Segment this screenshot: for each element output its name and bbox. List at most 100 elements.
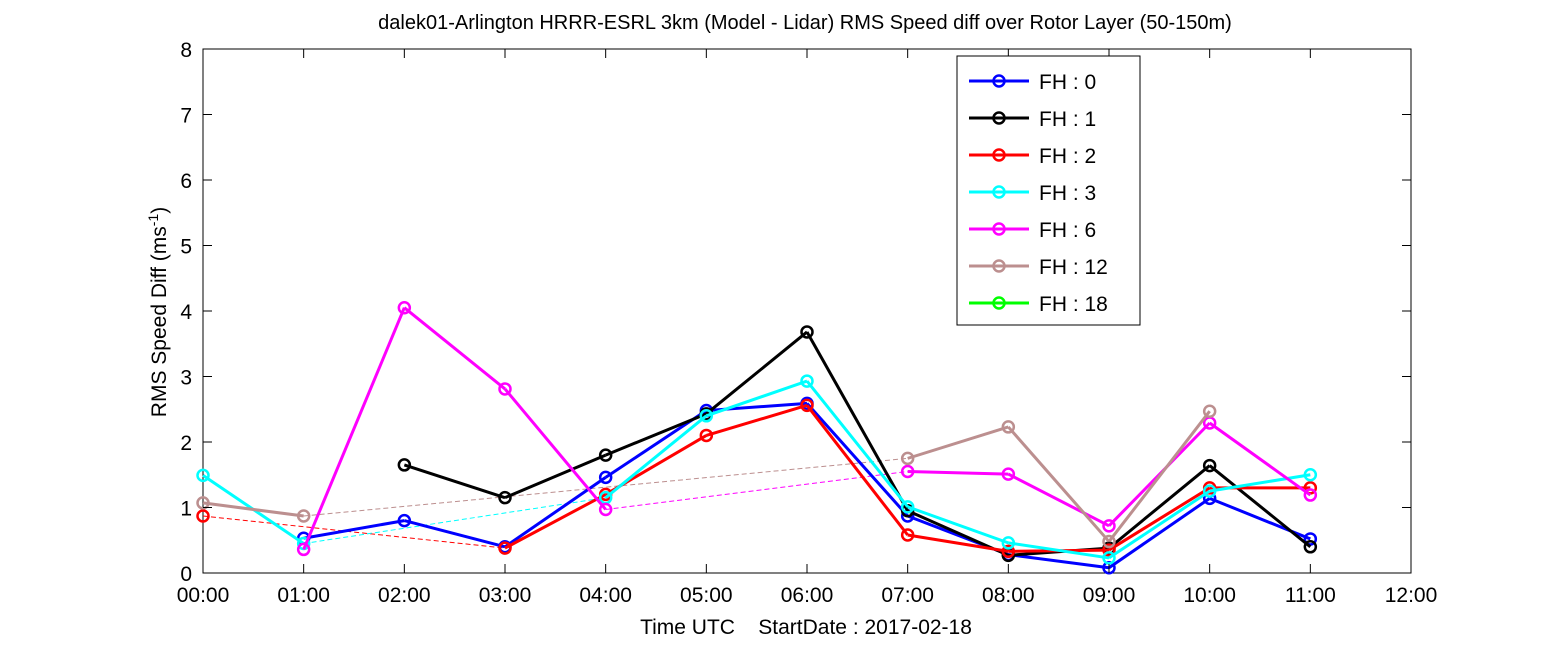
series-segment (1209, 473, 1311, 493)
series-1 (397, 325, 1318, 563)
y-tick-label: 1 (180, 498, 192, 521)
gap-connector (303, 497, 606, 545)
data-point (900, 464, 915, 479)
gap-connector (605, 470, 908, 510)
y-axis-label-close: ) (148, 207, 171, 214)
x-tick-label: 03:00 (479, 584, 532, 607)
series-segment (403, 306, 506, 391)
series-segment (403, 519, 506, 549)
data-point (1001, 420, 1016, 434)
x-tick-label: 06:00 (781, 584, 834, 607)
series-segment (907, 469, 1009, 476)
legend-box (956, 55, 1141, 326)
data-point (1303, 488, 1318, 502)
data-point (800, 374, 814, 388)
gap-connectors (202, 457, 908, 549)
data-point (196, 468, 210, 483)
series-segment (503, 387, 607, 511)
series-segment (1108, 489, 1211, 560)
series-segment (705, 403, 808, 437)
data-point (498, 490, 512, 505)
legend-swatch-marker (992, 74, 1006, 88)
series-segment (1108, 486, 1211, 552)
legend-label: FH : 18 (1039, 293, 1108, 316)
series-segment (705, 330, 808, 415)
y-tick-label: 6 (180, 170, 192, 193)
y-tick-label: 8 (180, 39, 192, 62)
data-point (1202, 458, 1217, 473)
series-segment (805, 380, 909, 508)
data-point (1303, 540, 1318, 554)
series-segment (202, 501, 304, 518)
series-segment (605, 412, 707, 457)
series-segment (403, 463, 506, 500)
x-tick-label: 08:00 (982, 584, 1035, 607)
data-point (1303, 468, 1318, 482)
data-point (1202, 404, 1217, 418)
x-tick-label: 05:00 (680, 584, 733, 607)
legend-swatch-marker (992, 111, 1006, 125)
series-segment (1007, 425, 1111, 543)
legend-label: FH : 6 (1039, 219, 1096, 242)
data-point (1102, 519, 1116, 533)
y-tick-label: 0 (180, 563, 192, 586)
x-tick-label: 02:00 (378, 584, 431, 607)
x-tick-label: 07:00 (881, 584, 934, 607)
series-segment (1208, 464, 1312, 548)
data-point (498, 382, 512, 396)
data-point (296, 509, 311, 523)
y-tick-label: 4 (180, 301, 192, 324)
legend-label: FH : 0 (1039, 71, 1096, 94)
data-point (196, 496, 210, 510)
data-point (1303, 532, 1318, 546)
x-tick-label: 09:00 (1083, 584, 1136, 607)
series-segment (303, 519, 405, 540)
series-4 (296, 300, 1318, 557)
series-segment (1108, 464, 1211, 550)
data-point (598, 502, 613, 517)
series-segment (907, 505, 1009, 545)
data-point (1102, 551, 1116, 565)
series-segment (907, 425, 1009, 460)
y-axis-label: RMS Speed Diff (ms-1) (145, 207, 171, 417)
series-segment (1008, 553, 1110, 570)
series-segment (604, 414, 708, 499)
legend-swatch-marker (992, 185, 1006, 199)
legend-swatch-marker (992, 259, 1006, 273)
series-segment (1208, 421, 1312, 497)
x-tick-label: 00:00 (177, 584, 230, 607)
series-segment (805, 402, 909, 518)
data-point (900, 500, 915, 514)
data-point (699, 428, 714, 443)
data-point (800, 325, 814, 339)
legend-label: FH : 2 (1039, 145, 1096, 168)
legend-label: FH : 1 (1039, 108, 1096, 131)
y-axis-label-sup: -1 (145, 214, 161, 227)
series-segment (805, 331, 909, 512)
series-5 (196, 404, 1217, 549)
x-tick-label: 12:00 (1385, 584, 1438, 607)
data-point (1001, 536, 1016, 550)
legend: FH : 0 FH : 1 FH : 2 FH : 3 FH : 6 FH : 12 FH … (956, 55, 1141, 326)
legend-label: FH : 12 (1039, 256, 1108, 279)
data-point (598, 448, 613, 462)
series-lines (196, 300, 1318, 575)
series-segment (302, 307, 406, 550)
data-point (1202, 484, 1217, 498)
x-tick-label: 10:00 (1183, 584, 1236, 607)
series-segment (1008, 541, 1110, 560)
data-point (1001, 544, 1016, 559)
data-point (296, 542, 311, 557)
data-point (598, 470, 613, 485)
data-point (196, 509, 210, 523)
legend-swatch-marker (992, 148, 1006, 162)
x-tick-label: 01:00 (277, 584, 330, 607)
data-point (900, 528, 915, 542)
series-segment (1007, 472, 1110, 528)
x-tick-label: 11:00 (1285, 584, 1336, 607)
y-tick-label: 5 (180, 236, 192, 259)
data-point (397, 300, 412, 315)
x-tick-label: 04:00 (579, 584, 632, 607)
chart-title: dalek01-Arlington HRRR-ESRL 3km (Model -… (378, 12, 1232, 34)
